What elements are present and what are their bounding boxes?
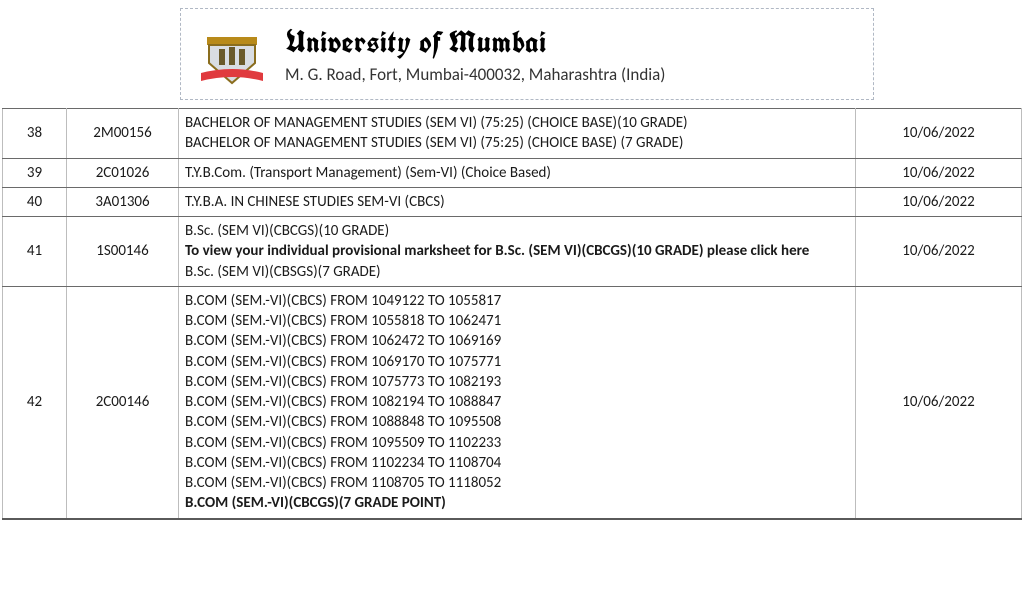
exam-description: B.Sc. (SEM VI)(CBCGS)(10 GRADE)To view y… (179, 217, 856, 287)
serial-number: 38 (3, 109, 67, 159)
exam-description-line: B.Sc. (SEM VI)(CBSGS)(7 GRADE) (185, 262, 849, 282)
exam-description-line: T.Y.B.Com. (Transport Management) (Sem-V… (185, 163, 849, 183)
result-date: 10/06/2022 (856, 109, 1022, 159)
exam-code: 2M00156 (67, 109, 179, 159)
exam-code: 2C01026 (67, 158, 179, 187)
exam-code: 1S00146 (67, 217, 179, 287)
exam-description-line: B.COM (SEM.-VI)(CBCS) FROM 1108705 TO 11… (185, 473, 849, 493)
university-address: M. G. Road, Fort, Mumbai-400032, Maharas… (285, 64, 665, 85)
exam-description-line: B.COM (SEM.-VI)(CBCS) FROM 1082194 TO 10… (185, 392, 849, 412)
exam-code: 3A01306 (67, 187, 179, 216)
exam-description-line: B.COM (SEM.-VI)(CBCS) FROM 1102234 TO 11… (185, 453, 849, 473)
exam-description-line: B.COM (SEM.-VI)(CBCS) FROM 1055818 TO 10… (185, 311, 849, 331)
page-header: University of Mumbai M. G. Road, Fort, M… (180, 8, 874, 100)
table-row: 422C00146 B.COM (SEM.-VI)(CBCS) FROM 1049… (3, 286, 1022, 518)
exam-description-line: B.COM (SEM.-VI)(CBCS) FROM 1069170 TO 10… (185, 352, 849, 372)
serial-number: 40 (3, 187, 67, 216)
serial-number: 41 (3, 217, 67, 287)
university-logo-icon (197, 19, 267, 89)
university-name: University of Mumbai (285, 23, 665, 62)
exam-description: B.COM (SEM.-VI)(CBCS) FROM 1049122 TO 10… (179, 286, 856, 518)
exam-description: T.Y.B.A. IN CHINESE STUDIES SEM-VI (CBCS… (179, 187, 856, 216)
exam-description-line: B.Sc. (SEM VI)(CBCGS)(10 GRADE) (185, 221, 849, 241)
exam-description-line: BACHELOR OF MANAGEMENT STUDIES (SEM VI) … (185, 133, 849, 153)
serial-number: 42 (3, 286, 67, 518)
exam-description-line: B.COM (SEM.-VI)(CBCS) FROM 1095509 TO 11… (185, 433, 849, 453)
result-date: 10/06/2022 (856, 286, 1022, 518)
marksheet-link-text[interactable]: To view your individual provisional mark… (185, 241, 849, 261)
exam-description-line: B.COM (SEM.-VI)(CBCS) FROM 1062472 TO 10… (185, 331, 849, 351)
marksheet-link-text[interactable]: B.COM (SEM.-VI)(CBCGS)(7 GRADE POINT) (185, 493, 849, 513)
serial-number: 39 (3, 158, 67, 187)
result-date: 10/06/2022 (856, 158, 1022, 187)
results-table: 382M00156 BACHELOR OF MANAGEMENT STUDIES … (2, 108, 1022, 520)
exam-description-line: B.COM (SEM.-VI)(CBCS) FROM 1049122 TO 10… (185, 291, 849, 311)
exam-description-line: BACHELOR OF MANAGEMENT STUDIES (SEM VI) … (185, 113, 849, 133)
exam-description: T.Y.B.Com. (Transport Management) (Sem-V… (179, 158, 856, 187)
title-block: University of Mumbai M. G. Road, Fort, M… (285, 23, 665, 85)
exam-description-line: T.Y.B.A. IN CHINESE STUDIES SEM-VI (CBCS… (185, 192, 849, 212)
table-row: 382M00156 BACHELOR OF MANAGEMENT STUDIES … (3, 109, 1022, 159)
result-date: 10/06/2022 (856, 217, 1022, 287)
table-row: 392C01026 T.Y.B.Com. (Transport Managemen… (3, 158, 1022, 187)
result-date: 10/06/2022 (856, 187, 1022, 216)
table-row: 411S00146B.Sc. (SEM VI)(CBCGS)(10 GRADE)… (3, 217, 1022, 287)
exam-description: BACHELOR OF MANAGEMENT STUDIES (SEM VI) … (179, 109, 856, 159)
exam-code: 2C00146 (67, 286, 179, 518)
exam-description-line: B.COM (SEM.-VI)(CBCS) FROM 1088848 TO 10… (185, 412, 849, 432)
table-row: 403A01306 T.Y.B.A. IN CHINESE STUDIES SEM… (3, 187, 1022, 216)
exam-description-line: B.COM (SEM.-VI)(CBCS) FROM 1075773 TO 10… (185, 372, 849, 392)
